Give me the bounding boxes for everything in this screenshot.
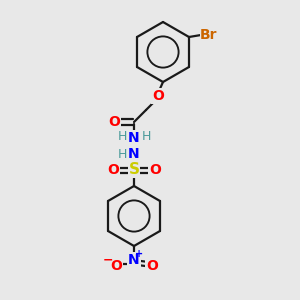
Text: N: N [128, 147, 140, 161]
Text: O: O [107, 163, 119, 177]
Text: O: O [108, 115, 120, 129]
Text: N: N [128, 253, 140, 267]
Text: H: H [117, 148, 127, 160]
Text: O: O [152, 89, 164, 103]
Text: H: H [141, 130, 151, 142]
Text: O: O [146, 259, 158, 273]
Text: −: − [103, 254, 113, 266]
Text: N: N [128, 131, 140, 145]
Text: +: + [135, 249, 143, 259]
Text: H: H [117, 130, 127, 142]
Text: O: O [149, 163, 161, 177]
Text: O: O [110, 259, 122, 273]
Text: Br: Br [200, 28, 218, 42]
Text: S: S [128, 163, 140, 178]
